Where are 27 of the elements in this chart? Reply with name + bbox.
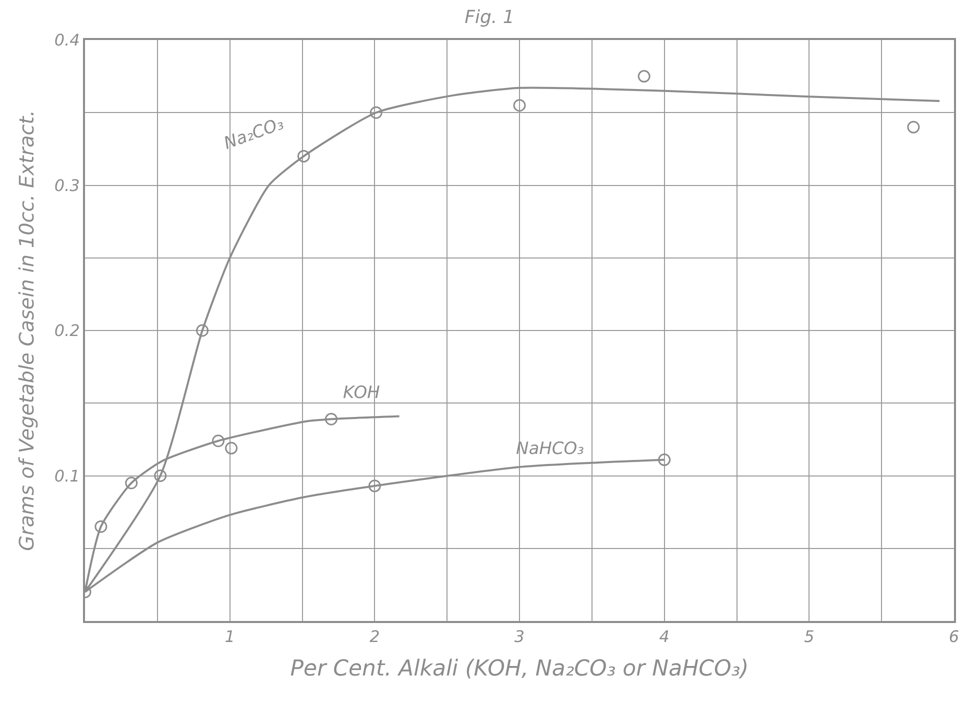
point <box>638 70 650 83</box>
y-tick-label: 0.1 <box>54 466 80 486</box>
y-axis-title: Grams of Vegetable Casein in 10cc. Extract. <box>14 110 38 551</box>
point <box>513 99 526 112</box>
point <box>154 470 167 482</box>
x-tick-label: 6 <box>948 627 960 646</box>
point <box>94 520 108 533</box>
point <box>212 434 224 448</box>
point <box>658 454 671 466</box>
x-tick-label: 4 <box>659 627 670 646</box>
chart-title: Fig. 1 <box>464 7 514 28</box>
point <box>225 442 238 454</box>
x-tick-label: 5 <box>804 627 814 646</box>
point <box>907 120 920 134</box>
point <box>297 150 310 162</box>
point <box>196 324 209 337</box>
y-tick-label: 0.2 <box>54 321 80 340</box>
point <box>368 480 381 492</box>
x-tick-label: 1 <box>224 627 235 646</box>
x-axis-title: Per Cent. Alkali (KOH, Na₂CO₃ or NaHCO₃) <box>290 656 749 682</box>
x-tick-label: 2 <box>370 627 380 646</box>
y-tick-label: 0.4 <box>54 30 80 50</box>
point <box>125 476 138 490</box>
point <box>370 106 382 119</box>
y-tick-label: 0.3 <box>54 176 80 195</box>
x-tick-label: 3 <box>514 627 525 646</box>
point <box>324 412 338 426</box>
